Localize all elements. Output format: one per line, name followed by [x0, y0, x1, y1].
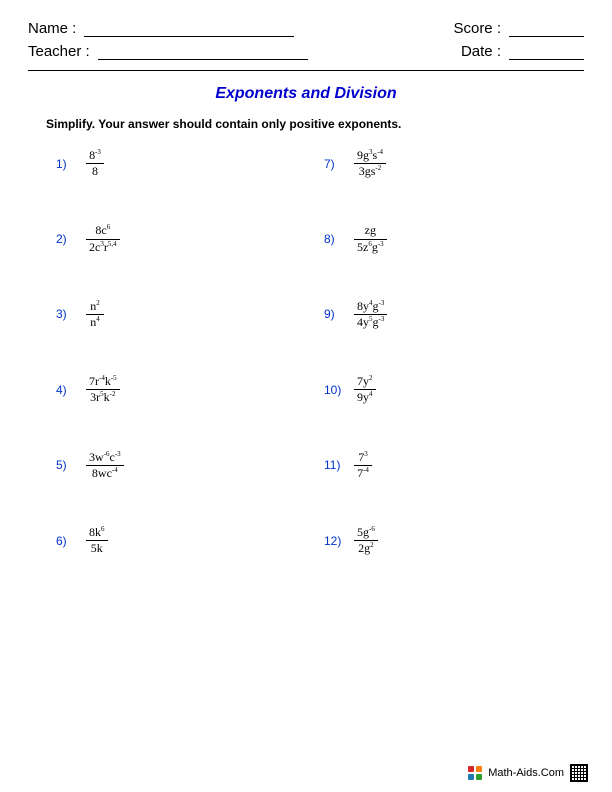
instructions: Simplify. Your answer should contain onl…	[46, 117, 584, 131]
problem-number: 9)	[324, 307, 354, 321]
problem-number: 11)	[324, 458, 354, 472]
problem-number: 2)	[56, 232, 86, 246]
fraction: 9g3s-4 3gs-2	[354, 149, 386, 178]
teacher-label: Teacher :	[28, 43, 90, 60]
teacher-line	[98, 44, 308, 60]
footer-site: Math-Aids.Com	[488, 767, 564, 779]
footer: Math-Aids.Com	[468, 764, 588, 782]
denominator: 2c3r5,4	[86, 241, 120, 254]
problems-grid: 1)8-387)9g3s-43gs-22)8c62c3r5,48)zg5z6g-…	[28, 149, 584, 555]
problem: 2) 8c6 2c3r5,4	[56, 224, 304, 253]
problem: 1)8-38	[56, 149, 304, 178]
numerator: 7r-4k-5	[86, 375, 120, 388]
problem: 8) zg 5z6g-3	[324, 224, 572, 253]
fraction: zg 5z6g-3	[354, 224, 387, 253]
problem: 9)8y4g-3 4y5g-3	[324, 300, 572, 329]
fraction: 7y29y4	[354, 375, 376, 404]
fraction: 8y4g-3 4y5g-3	[354, 300, 387, 329]
name-label: Name :	[28, 20, 76, 37]
problem-number: 12)	[324, 534, 354, 548]
denominator: 7-4	[354, 467, 372, 480]
fraction: 737-4	[354, 451, 372, 480]
denominator: 3r5k-2	[87, 391, 118, 404]
numerator: 3w-6c-3	[86, 451, 124, 464]
fraction: 7r-4k-5 3r5k-2	[86, 375, 120, 404]
denominator: n4	[87, 316, 103, 329]
name-line	[84, 21, 294, 37]
denominator: 2g2	[355, 542, 377, 555]
numerator: 8-3	[86, 149, 104, 162]
denominator: 4y5g-3	[354, 316, 387, 329]
score-line	[509, 21, 584, 37]
fraction: n2n4	[86, 300, 104, 329]
fraction: 3w-6c-3 8wc-4	[86, 451, 124, 480]
problem: 3)n2n4	[56, 300, 304, 329]
denominator: 8	[89, 165, 101, 178]
problem: 6)8k65k	[56, 526, 304, 555]
numerator: zg	[362, 224, 379, 237]
problem-number: 3)	[56, 307, 86, 321]
numerator: 7y2	[354, 375, 376, 388]
problem-number: 1)	[56, 157, 86, 171]
header-divider	[28, 70, 584, 71]
problem: 7)9g3s-4 3gs-2	[324, 149, 572, 178]
problem: 12)5g-6 2g2	[324, 526, 572, 555]
numerator: 9g3s-4	[354, 149, 386, 162]
denominator: 3gs-2	[356, 165, 385, 178]
problem-number: 7)	[324, 157, 354, 171]
denominator: 8wc-4	[89, 467, 121, 480]
problem-number: 5)	[56, 458, 86, 472]
numerator: 8y4g-3	[354, 300, 387, 313]
fraction: 8c6 2c3r5,4	[86, 224, 120, 253]
logo-icon	[468, 766, 482, 780]
problem-number: 6)	[56, 534, 86, 548]
problem-number: 10)	[324, 383, 354, 397]
problem-number: 8)	[324, 232, 354, 246]
denominator: 5z6g-3	[354, 241, 387, 254]
numerator: 8c6	[92, 224, 113, 237]
numerator: 8k6	[86, 526, 108, 539]
numerator: 73	[355, 451, 371, 464]
problem-number: 4)	[56, 383, 86, 397]
numerator: 5g-6	[354, 526, 378, 539]
date-line	[509, 44, 584, 60]
score-label: Score :	[453, 20, 501, 37]
fraction: 8k65k	[86, 526, 108, 555]
numerator: n2	[87, 300, 103, 313]
problem: 5)3w-6c-3 8wc-4	[56, 451, 304, 480]
fraction: 8-38	[86, 149, 104, 178]
problem: 10)7y29y4	[324, 375, 572, 404]
date-label: Date :	[461, 43, 501, 60]
qr-icon	[570, 764, 588, 782]
denominator: 5k	[88, 542, 106, 555]
problem: 11)737-4	[324, 451, 572, 480]
fraction: 5g-6 2g2	[354, 526, 378, 555]
denominator: 9y4	[354, 391, 376, 404]
page-title: Exponents and Division	[28, 85, 584, 103]
problem: 4)7r-4k-5 3r5k-2	[56, 375, 304, 404]
